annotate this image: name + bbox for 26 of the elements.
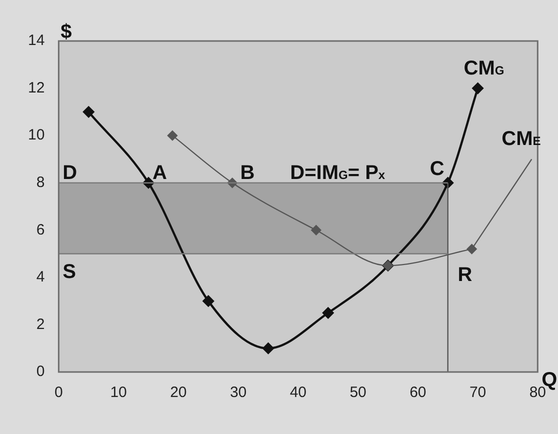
x-tick-label: 60 [410,384,426,402]
annotation: B [240,162,255,184]
x-tick-label: 40 [290,384,307,402]
y-tick-label: 6 [36,221,45,238]
y-tick-label: 10 [28,126,45,144]
y-tick-label: 12 [28,79,45,96]
x-tick-label: 10 [110,384,127,402]
annotation: CME [502,128,541,150]
annotation: S [62,260,76,283]
x-tick-label: 50 [350,384,366,402]
annotation: CMG [464,57,504,80]
annotation: A [152,162,167,184]
y-tick-label: 2 [36,316,45,333]
y-tick-label: 0 [36,363,45,380]
x-tick-label: 70 [469,384,486,402]
annotation: D=IMG= Px [290,162,386,184]
annotation: R [458,264,473,286]
annotation: D [62,162,78,184]
x-tick-label: 0 [54,384,63,402]
annotation: C [430,158,444,180]
y-tick-label: 4 [36,268,45,286]
x-tick-label: 20 [170,384,187,402]
x-tick-label: 30 [230,384,247,402]
y-tick-label: 8 [36,174,45,191]
y-tick-label: 14 [28,32,45,50]
y-axis-title: $ [60,21,72,43]
